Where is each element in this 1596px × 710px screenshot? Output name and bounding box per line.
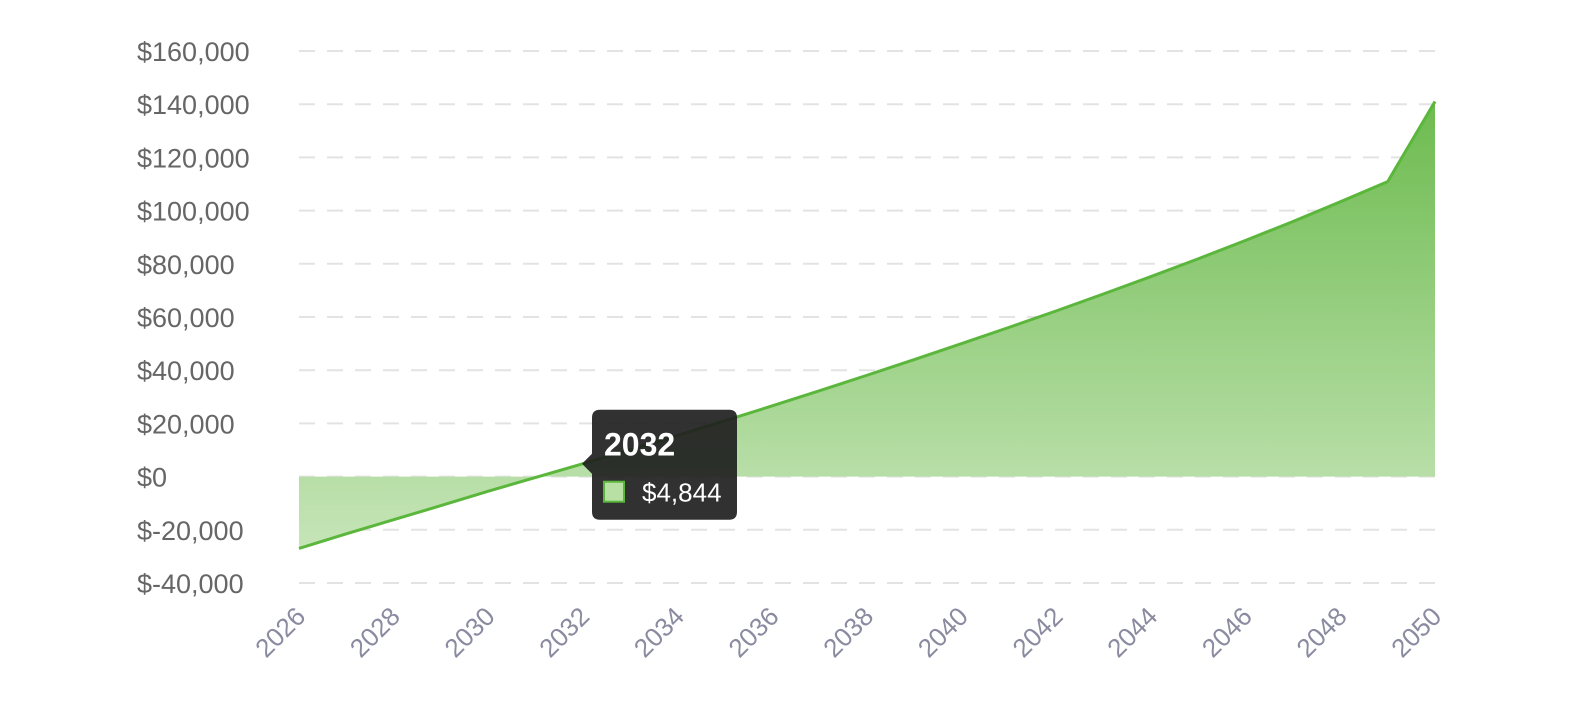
tooltip-value: $4,844 [642, 478, 722, 508]
tooltip-title: 2032 [604, 427, 675, 463]
y-tick-label: $-20,000 [137, 516, 244, 546]
y-tick-label: $100,000 [137, 197, 250, 227]
y-tick-label: $60,000 [137, 303, 235, 333]
area-fill [299, 101, 1435, 549]
x-axis: 2026 2028 2030 2032 2034 2036 2038 2040 2042 2044… [249, 601, 1447, 663]
x-tick-label: 2044 [1101, 601, 1163, 663]
series-line [298, 100, 1437, 550]
x-tick-label: 2028 [344, 601, 406, 663]
area-series [298, 100, 1437, 550]
y-axis: $160,000 $140,000 $120,000 $100,000 $80,000 $… [137, 37, 250, 599]
x-tick-label: 2040 [912, 601, 974, 663]
y-tick-label: $140,000 [137, 90, 250, 120]
x-tick-label: 2026 [249, 601, 311, 663]
x-tick-label: 2046 [1196, 601, 1258, 663]
y-tick-label: $80,000 [137, 250, 235, 280]
x-tick-label: 2032 [533, 601, 595, 663]
y-tick-label: $40,000 [137, 356, 235, 386]
y-tick-label: $-40,000 [137, 569, 244, 599]
x-tick-label: 2042 [1006, 601, 1068, 663]
tooltip: 2032 $4,844 [582, 409, 737, 520]
x-tick-label: 2050 [1385, 601, 1447, 663]
y-tick-label: $20,000 [137, 409, 235, 439]
x-tick-label: 2048 [1290, 601, 1352, 663]
tooltip-swatch [603, 480, 625, 503]
y-tick-label: $120,000 [137, 143, 250, 173]
y-tick-label: $160,000 [137, 37, 250, 67]
x-tick-label: 2030 [438, 601, 500, 663]
x-tick-label: 2036 [722, 601, 784, 663]
x-tick-label: 2034 [628, 601, 690, 663]
x-tick-label: 2038 [817, 601, 879, 663]
y-tick-label: $0 [137, 463, 167, 493]
